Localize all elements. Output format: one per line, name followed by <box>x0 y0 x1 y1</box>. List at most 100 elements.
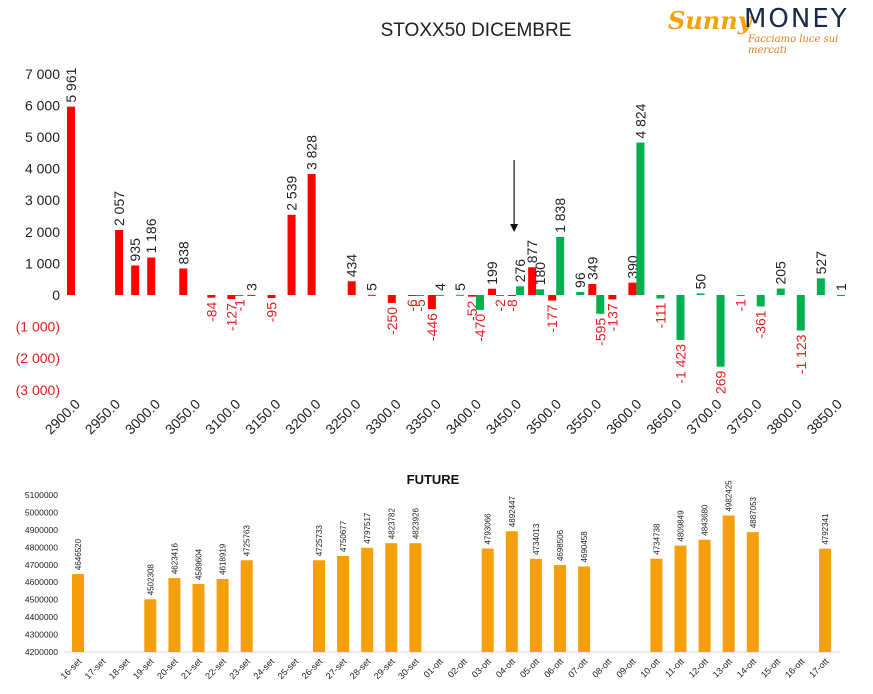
data-label: 4982425 <box>725 480 734 512</box>
x-tick-label: 04-ott <box>494 656 518 680</box>
x-tick-label: 05-ott <box>518 656 542 680</box>
bar <box>192 584 205 652</box>
data-label: -5 <box>412 299 428 312</box>
data-label: 434 <box>344 254 360 278</box>
x-tick-label: 17-ott <box>807 656 831 680</box>
x-tick-label: 26-set <box>300 656 325 681</box>
x-tick-label: 3300.0 <box>362 396 404 438</box>
bar <box>216 578 229 652</box>
x-tick-label: 10-ott <box>638 656 662 680</box>
bar <box>267 295 276 299</box>
data-label: -446 <box>424 313 440 341</box>
data-label: 4734738 <box>652 523 661 555</box>
bar <box>529 558 542 652</box>
logo-tagline: Facciamo luce sui mercati <box>748 34 839 56</box>
bar <box>548 295 557 301</box>
bar <box>656 295 665 299</box>
y-tick-label: (2 000) <box>16 350 60 366</box>
data-label: -127 <box>223 303 239 331</box>
bar <box>147 257 156 295</box>
x-tick-label: 13-ott <box>711 656 735 680</box>
y-tick-label: (3 000) <box>16 382 60 398</box>
future-chart: 5100000 5000000 4900000 4800000 4700000 46000… <box>25 480 840 681</box>
bar <box>696 293 705 295</box>
bar <box>307 174 316 295</box>
bar <box>496 295 505 296</box>
y-tick-label: 4300000 <box>25 630 58 640</box>
data-label: 50 <box>693 274 709 290</box>
data-label: 4 <box>432 283 448 291</box>
x-tick-label: 18-set <box>107 656 132 681</box>
data-label: 838 <box>175 241 191 265</box>
data-label: -2 <box>492 299 508 312</box>
data-label: 1 <box>833 283 849 291</box>
data-label: 1 838 <box>552 198 568 233</box>
x-tick-label: 3650.0 <box>643 396 685 438</box>
bar <box>628 282 637 295</box>
bar <box>796 295 805 331</box>
data-label: 5 961 <box>63 67 79 102</box>
bar <box>722 515 735 652</box>
data-label: 269 <box>713 370 729 394</box>
bar <box>367 294 376 296</box>
y-tick-label: 4600000 <box>25 577 58 587</box>
x-tick-label: 21-set <box>179 656 204 681</box>
y-tick-label: (1 000) <box>16 319 60 335</box>
bar <box>455 294 464 296</box>
bar <box>131 265 140 295</box>
data-label: -6 <box>404 299 420 312</box>
bar <box>716 295 725 367</box>
data-label: -111 <box>652 302 668 328</box>
data-label: 4589604 <box>195 548 204 580</box>
data-label: 527 <box>813 251 829 275</box>
data-label: 4823782 <box>387 507 396 539</box>
data-label: 4698506 <box>556 529 565 561</box>
x-tick-label: 3050.0 <box>162 396 204 438</box>
bar <box>481 548 494 652</box>
x-tick-label: 2950.0 <box>82 396 124 438</box>
x-tick-label: 25-set <box>276 656 301 681</box>
data-label: 199 <box>484 261 500 285</box>
bar <box>409 543 422 652</box>
logo-brand-money: MONEY <box>744 4 849 34</box>
bar <box>756 295 765 307</box>
data-label: -95 <box>264 302 280 322</box>
data-label: 5 <box>452 283 468 291</box>
options-chart: 7 000 6 000 5 000 4 000 3 000 2 000 1 000 0 (1 0… <box>16 66 849 438</box>
x-tick-label: 3200.0 <box>282 396 324 438</box>
data-label: -1 <box>231 299 247 312</box>
bar <box>415 295 424 296</box>
sunny-money-logo: Sunny MONEY Facciamo luce sui mercati <box>664 4 864 56</box>
data-label: 5 <box>364 283 380 291</box>
x-tick-label: 06-ott <box>542 656 566 680</box>
x-tick-label: 3150.0 <box>242 396 284 438</box>
x-tick-label: 17-set <box>83 656 108 681</box>
data-label: 4502308 <box>146 564 155 596</box>
bar <box>505 531 518 652</box>
data-label: 4618919 <box>219 543 228 575</box>
data-label: 2 057 <box>111 191 127 226</box>
y-tick-label: 6 000 <box>25 97 60 113</box>
bar <box>736 295 745 296</box>
data-label: -177 <box>544 304 560 332</box>
data-label: 180 <box>532 262 548 286</box>
bar <box>576 291 585 295</box>
x-tick-label: 09-ott <box>614 656 638 680</box>
x-tick-label: 20-set <box>155 656 180 681</box>
data-label: 276 <box>512 259 528 283</box>
data-label: 4887053 <box>749 496 758 528</box>
x-tick-label: 28-set <box>348 656 373 681</box>
x-tick-label: 23-set <box>227 656 252 681</box>
bar <box>347 281 356 295</box>
bar <box>816 278 825 295</box>
x-tick-label: 3350.0 <box>402 396 444 438</box>
data-label: -1 123 <box>793 334 809 374</box>
data-label: 349 <box>584 256 600 280</box>
x-tick-label: 24-set <box>251 656 276 681</box>
bar <box>819 548 832 652</box>
bar <box>427 295 436 310</box>
data-label: 96 <box>572 272 588 288</box>
data-label: 3 <box>243 283 259 291</box>
bar <box>67 106 75 295</box>
